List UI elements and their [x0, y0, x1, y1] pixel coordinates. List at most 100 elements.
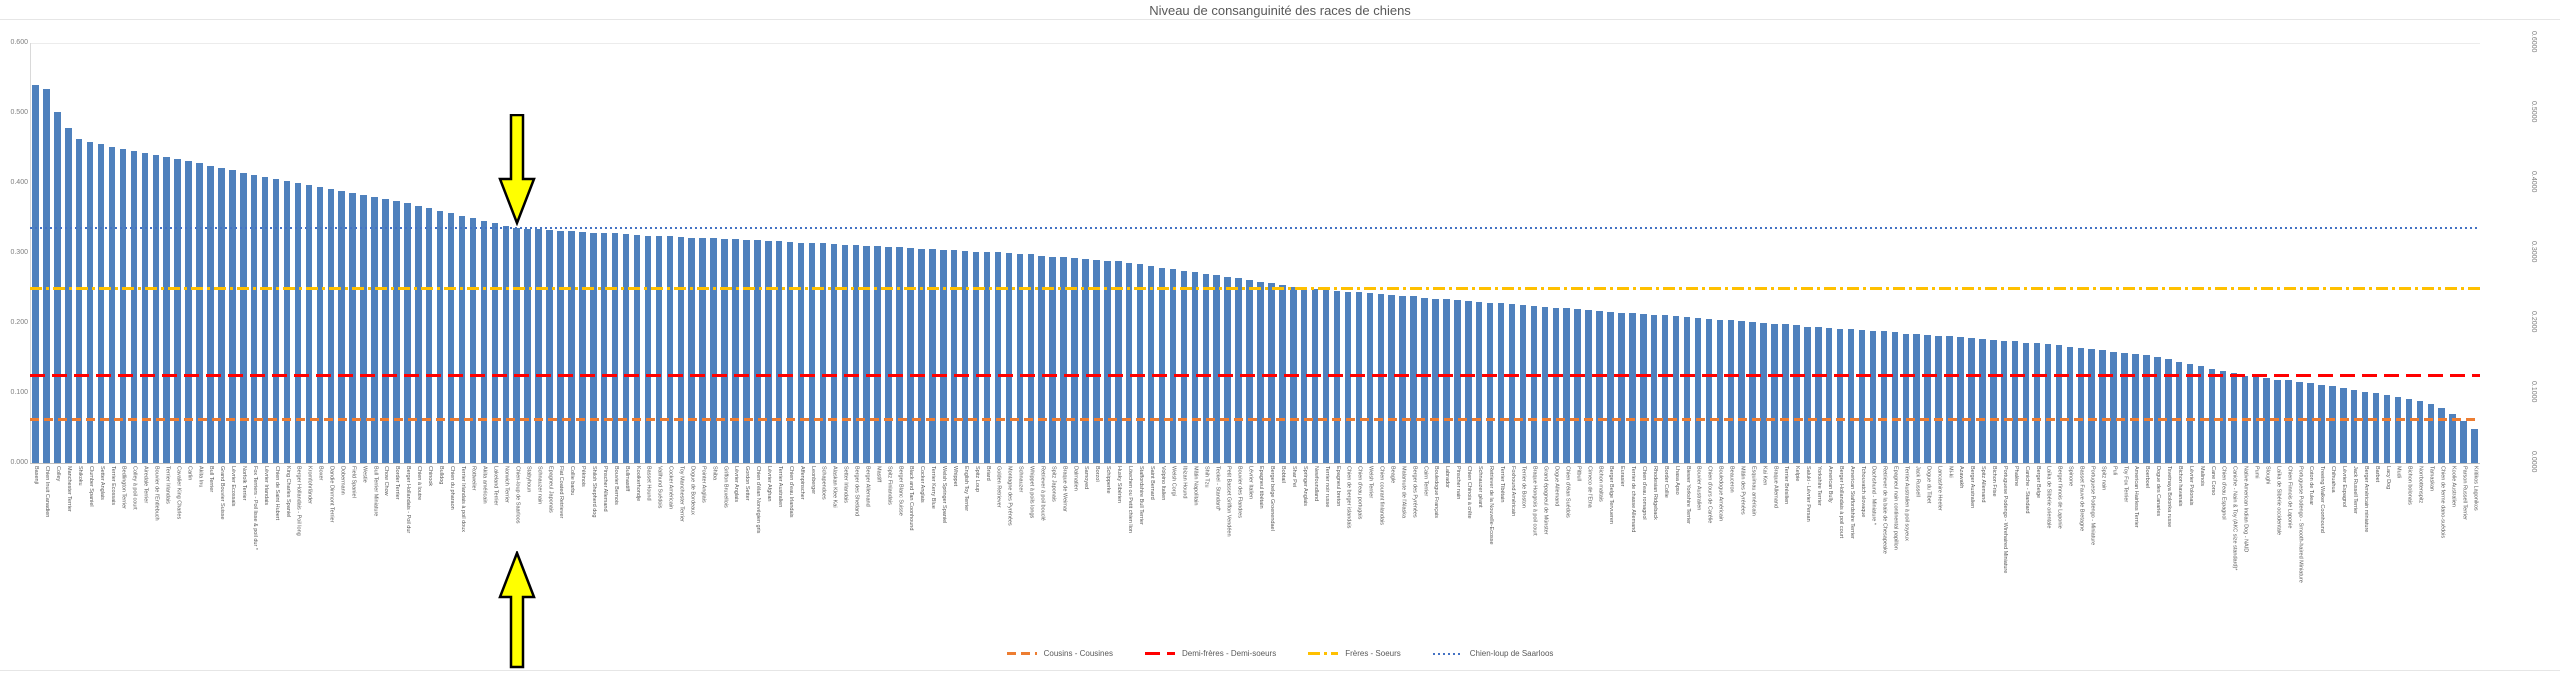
category-label: Terrier Tibétain	[1498, 466, 1505, 503]
bar	[2394, 396, 2402, 463]
bar	[557, 230, 564, 463]
category-slot: Lévrier Italien	[1244, 466, 1255, 646]
category-label: Lévrier Anglais	[733, 466, 740, 503]
bar-slot	[216, 43, 227, 463]
category-label: Bichon havanais	[2176, 466, 2183, 507]
category-slot: Treeing Walker Coonhound	[2316, 466, 2327, 646]
bar	[1038, 255, 1045, 463]
bar-slot	[1364, 43, 1375, 463]
right-tick-label: 0.1000	[2530, 381, 2537, 403]
category-label: Kelpie	[1794, 466, 1801, 482]
bar	[2427, 403, 2435, 463]
category-label: Epagneul tibétain	[1258, 466, 1265, 509]
category-slot: Cairn Terrier	[1419, 466, 1430, 646]
bar-slot	[927, 43, 938, 463]
bar-slot	[1933, 43, 1944, 463]
category-label: Lakeland Terrier	[492, 466, 499, 506]
category-label: Lévrier Afghan	[766, 466, 773, 502]
category-slot: Colley à poil court	[128, 466, 139, 646]
category-label: Terrier Brésilien	[1783, 466, 1790, 505]
category-slot: American Bully	[1824, 466, 1835, 646]
bar-slot	[30, 43, 41, 463]
category-label: Volpino Italien	[1159, 466, 1166, 501]
legend-item: Frères - Soeurs	[1308, 649, 1401, 658]
category-slot: Foxhound Américain	[1507, 466, 1518, 646]
category-slot: Bouvier Australien	[1693, 466, 1704, 646]
bar-slot	[1310, 43, 1321, 463]
category-slot: Kromfohrländer	[303, 466, 314, 646]
bar-slot	[632, 43, 643, 463]
bar	[349, 192, 356, 463]
category-slot: Dandie Dinmont Terrier	[325, 466, 336, 646]
bar	[130, 150, 138, 463]
bar-slot	[1397, 43, 1408, 463]
gridline-0.6	[30, 43, 2480, 44]
bar	[207, 165, 214, 463]
bar	[1519, 304, 1527, 463]
bar-slot	[1835, 43, 1846, 463]
bar	[1508, 304, 1516, 463]
bar-slot	[675, 43, 686, 463]
category-label: Chien de ferme dano-suédois	[2439, 466, 2446, 539]
category-slot: Laïka de Sibérie occidentale	[2272, 466, 2283, 646]
category-slot: Terrier noir russe	[1321, 466, 1332, 646]
category-label: Rottweiler	[470, 466, 477, 491]
bar	[524, 228, 531, 463]
category-slot: Norrbottenspitz	[2414, 466, 2425, 646]
category-slot: Chien de Saint Hubert	[271, 466, 282, 646]
category-label: Whippet à poils longs	[1028, 466, 1035, 519]
bar	[797, 242, 805, 463]
bar-slot	[1747, 43, 1758, 463]
bar	[808, 243, 816, 463]
bar	[1891, 332, 1899, 463]
category-slot: Kai Ken	[1758, 466, 1769, 646]
arrow-up-icon	[497, 551, 536, 669]
bar-slot	[1955, 43, 1966, 463]
category-label: Lévrier Ecossais	[230, 466, 237, 507]
category-slot: Bouvier Bernois	[610, 466, 621, 646]
bar-slot	[2272, 43, 2283, 463]
category-slot: Clumber Spaniel	[85, 466, 96, 646]
bar	[458, 215, 466, 463]
category-slot: Spitz Japonais	[1047, 466, 1058, 646]
category-label: Colley	[55, 466, 62, 482]
category-label: Schapendoes	[820, 466, 827, 500]
category-label: Bullmastiff	[623, 466, 630, 492]
bar	[1924, 334, 1931, 463]
category-label: American Staffordshire Terrier	[1848, 466, 1855, 539]
category-slot: Chien-loup de Saarloos	[511, 466, 522, 646]
category-slot: Chien d'eau portugais	[1353, 466, 1364, 646]
bar-slot	[2371, 43, 2382, 463]
category-slot: Chihuahua	[2327, 466, 2338, 646]
bar	[918, 248, 925, 463]
bar	[404, 203, 411, 463]
bar	[1869, 330, 1877, 463]
bar-slot	[533, 43, 544, 463]
bar-slot	[1922, 43, 1933, 463]
bar-slot	[1200, 43, 1211, 463]
bar-slot	[1266, 43, 1277, 463]
bar	[2471, 429, 2478, 463]
bar-slot	[1791, 43, 1802, 463]
bar	[1399, 295, 1406, 463]
category-label: Lévrier Espagnol	[2341, 466, 2348, 508]
category-label: Grand épagneul de Münster	[1542, 466, 1549, 535]
category-slot: Braque de Weimar	[1058, 466, 1069, 646]
category-slot: Shih Tzu	[1200, 466, 1211, 646]
category-slot: Collie barbu	[566, 466, 577, 646]
category-slot: Native American Indian Dog - NAID	[2239, 466, 2250, 646]
bar-slot	[2360, 43, 2371, 463]
category-label: Spitz nain	[2100, 466, 2107, 491]
category-slot: Jack Russell	[1911, 466, 1922, 646]
category-label: Affenpinscher	[798, 466, 805, 500]
bar-slot	[1233, 43, 1244, 463]
category-label: Berger Hollandais - Poil long	[295, 466, 302, 536]
bar	[2350, 389, 2358, 463]
bar-slot	[741, 43, 752, 463]
category-slot: English Toy Terrier	[960, 466, 971, 646]
category-slot: Terrier Australien à poil soyeux	[1900, 466, 1911, 646]
x-axis-line	[30, 463, 2480, 464]
right-tick-label: 0.5000	[2530, 101, 2537, 123]
bar	[1497, 303, 1505, 463]
bar-slot	[653, 43, 664, 463]
